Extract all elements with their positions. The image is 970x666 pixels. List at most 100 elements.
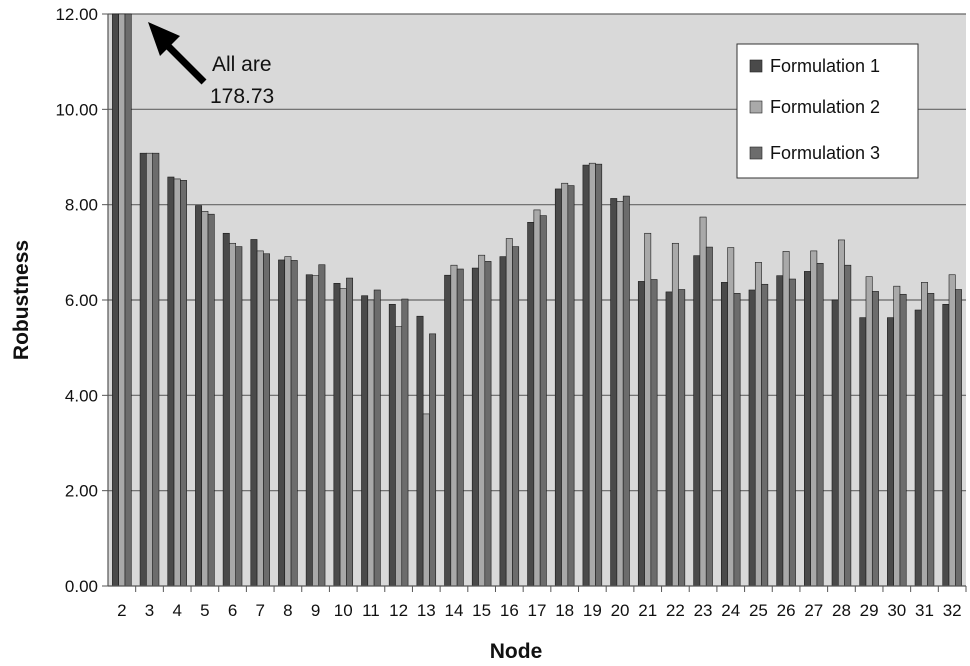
bar-formulation-1-node-24 xyxy=(721,282,727,586)
y-axis-tick-labels: 0.00 2.00 4.00 6.00 8.00 10.00 12.00 xyxy=(55,5,108,596)
bar-formulation-3-node-17 xyxy=(540,216,546,586)
x-tick-label: 26 xyxy=(777,601,796,620)
legend-label-formulation-2: Formulation 2 xyxy=(770,97,880,117)
x-axis-title: Node xyxy=(490,640,543,663)
bar-formulation-3-node-26 xyxy=(789,279,795,586)
bar-formulation-3-node-19 xyxy=(596,164,602,586)
legend-label-formulation-3: Formulation 3 xyxy=(770,143,880,163)
bar-formulation-1-node-23 xyxy=(694,256,700,586)
bar-formulation-1-node-14 xyxy=(445,275,451,586)
bar-formulation-2-node-16 xyxy=(506,239,512,586)
y-tick-label: 10.00 xyxy=(55,100,98,119)
bar-formulation-2-node-14 xyxy=(451,265,457,586)
bar-formulation-1-node-19 xyxy=(583,165,589,586)
x-tick-label: 7 xyxy=(255,601,264,620)
x-tick-label: 19 xyxy=(583,601,602,620)
legend-swatch-formulation-2 xyxy=(750,101,762,113)
bar-formulation-1-node-5 xyxy=(195,206,201,586)
bar-formulation-1-node-31 xyxy=(915,310,921,586)
x-tick-label: 23 xyxy=(694,601,713,620)
x-tick-label: 8 xyxy=(283,601,292,620)
bar-formulation-1-node-4 xyxy=(168,177,174,586)
bar-formulation-1-node-7 xyxy=(251,239,257,586)
bar-formulation-3-node-2 xyxy=(125,14,131,586)
bar-formulation-2-node-15 xyxy=(479,255,485,586)
bar-formulation-2-node-23 xyxy=(700,217,706,586)
x-tick-label: 15 xyxy=(472,601,491,620)
x-tick-label: 29 xyxy=(860,601,879,620)
y-tick-label: 6.00 xyxy=(65,291,98,310)
legend: Formulation 1 Formulation 2 Formulation … xyxy=(737,44,918,178)
bar-formulation-3-node-14 xyxy=(457,269,463,586)
bar-formulation-3-node-25 xyxy=(762,284,768,586)
bar-formulation-2-node-18 xyxy=(562,183,568,586)
bar-formulation-3-node-7 xyxy=(263,254,269,586)
bar-formulation-1-node-9 xyxy=(306,275,312,586)
bar-formulation-3-node-5 xyxy=(208,214,214,586)
bar-formulation-2-node-28 xyxy=(838,240,844,586)
bar-formulation-2-node-25 xyxy=(755,262,761,586)
bar-formulation-2-node-24 xyxy=(728,248,734,586)
legend-swatch-formulation-3 xyxy=(750,147,762,159)
bar-formulation-1-node-29 xyxy=(860,318,866,586)
x-tick-label: 24 xyxy=(721,601,740,620)
bar-formulation-2-node-5 xyxy=(202,211,208,586)
x-tick-label: 16 xyxy=(500,601,519,620)
x-tick-label: 18 xyxy=(555,601,574,620)
x-tick-label: 21 xyxy=(638,601,657,620)
x-tick-label: 32 xyxy=(943,601,962,620)
bar-formulation-3-node-24 xyxy=(734,293,740,586)
bar-formulation-2-node-21 xyxy=(645,233,651,586)
bar-formulation-1-node-27 xyxy=(804,271,810,586)
bar-formulation-2-node-3 xyxy=(146,153,152,586)
bar-formulation-3-node-29 xyxy=(872,291,878,586)
bar-formulation-2-node-31 xyxy=(921,282,927,586)
bar-formulation-2-node-17 xyxy=(534,210,540,586)
bar-formulation-1-node-16 xyxy=(500,257,506,586)
x-tick-label: 20 xyxy=(611,601,630,620)
bar-formulation-2-node-29 xyxy=(866,277,872,586)
y-tick-label: 8.00 xyxy=(65,196,98,215)
bar-formulation-1-node-30 xyxy=(887,318,893,586)
x-tick-label: 25 xyxy=(749,601,768,620)
bar-formulation-1-node-25 xyxy=(749,290,755,586)
x-tick-label: 14 xyxy=(445,601,464,620)
bar-formulation-1-node-10 xyxy=(334,283,340,586)
bar-formulation-1-node-32 xyxy=(943,304,949,586)
y-axis-title: Robustness xyxy=(10,240,33,360)
bar-formulation-2-node-12 xyxy=(395,327,401,586)
bar-formulation-1-node-15 xyxy=(472,268,478,586)
bar-formulation-1-node-20 xyxy=(611,198,617,586)
x-tick-label: 30 xyxy=(887,601,906,620)
bar-formulation-3-node-9 xyxy=(319,265,325,586)
bar-formulation-3-node-22 xyxy=(679,290,685,586)
y-tick-label: 2.00 xyxy=(65,482,98,501)
x-tick-label: 9 xyxy=(311,601,320,620)
bar-formulation-3-node-3 xyxy=(153,153,159,586)
bar-formulation-2-node-9 xyxy=(312,276,318,586)
bar-formulation-2-node-2 xyxy=(119,14,125,586)
x-axis-tick-labels: 2 3 4 5 6 7 8 9 10 11 12 13 14 15 16 17 18 19 20 21 22 23 24 25… xyxy=(117,586,966,620)
bar-formulation-3-node-28 xyxy=(845,265,851,586)
bar-formulation-3-node-20 xyxy=(623,196,629,586)
y-tick-label: 12.00 xyxy=(55,5,98,24)
bar-formulation-2-node-13 xyxy=(423,414,429,586)
bar-formulation-1-node-21 xyxy=(638,281,644,586)
bar-formulation-3-node-32 xyxy=(955,290,961,586)
legend-label-formulation-1: Formulation 1 xyxy=(770,56,880,76)
bar-formulation-3-node-15 xyxy=(485,261,491,586)
x-tick-label: 27 xyxy=(804,601,823,620)
bar-formulation-2-node-27 xyxy=(811,251,817,586)
bar-formulation-3-node-30 xyxy=(900,294,906,586)
annotation-text-line2: 178.73 xyxy=(210,85,274,108)
bar-formulation-2-node-20 xyxy=(617,201,623,586)
bar-formulation-3-node-8 xyxy=(291,260,297,586)
bar-formulation-1-node-13 xyxy=(417,316,423,586)
bar-formulation-3-node-31 xyxy=(928,293,934,586)
annotation-text-line1: All are xyxy=(212,53,272,76)
x-tick-label: 22 xyxy=(666,601,685,620)
bar-formulation-1-node-6 xyxy=(223,233,229,586)
legend-swatch-formulation-1 xyxy=(750,60,762,72)
x-tick-label: 4 xyxy=(172,601,181,620)
